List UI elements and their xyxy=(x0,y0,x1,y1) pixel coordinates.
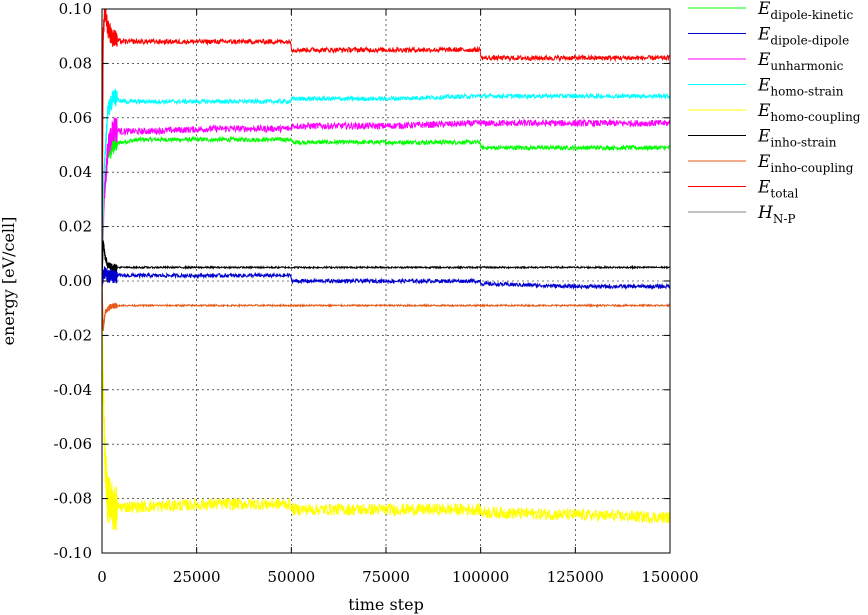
tick-marks xyxy=(101,8,671,554)
legend-label-main: E xyxy=(757,152,771,172)
legend-label-main: E xyxy=(757,0,771,19)
series-line-dipole-dipole xyxy=(101,270,671,291)
y-tick-label: 0.08 xyxy=(59,54,92,72)
x-axis-label: time step xyxy=(348,595,424,614)
x-tick-label: 150000 xyxy=(641,568,698,586)
series-transient-homo-strain xyxy=(101,88,118,278)
legend-label-main: E xyxy=(757,25,771,45)
legend-label-main: E xyxy=(757,178,771,198)
legend-entry: Eunharmonic xyxy=(688,50,844,73)
legend-label-sub: dipole-dipole xyxy=(770,34,849,48)
y-axis-label: energy [eV/cell] xyxy=(0,217,18,346)
series-transient-inho-coupling xyxy=(101,277,118,331)
legend-label: Edipole-dipole xyxy=(757,25,849,48)
series-line-dipole-kinetic xyxy=(101,135,671,280)
legend-label-main: E xyxy=(757,50,771,70)
legend-label-sub: inho-coupling xyxy=(770,161,853,175)
legend-entry: Etotal xyxy=(688,178,798,201)
x-tick-label: 100000 xyxy=(452,568,509,586)
legend-entry: Edipole-kinetic xyxy=(688,0,853,22)
legend-label-sub: unharmonic xyxy=(770,59,843,73)
legend-entry: HN-P xyxy=(688,203,795,226)
legend-label-sub: total xyxy=(770,187,798,201)
legend-label-sub: homo-strain xyxy=(770,85,843,99)
legend-entry: Edipole-dipole xyxy=(688,25,849,48)
legend-label: Ehomo-coupling xyxy=(757,101,861,124)
series-transient-dipole-dipole xyxy=(101,266,118,287)
x-tick-label: 50000 xyxy=(267,568,315,586)
legend-entry: Ehomo-strain xyxy=(688,76,844,99)
y-tick-label: 0.06 xyxy=(59,109,92,127)
y-tick-label: -0.06 xyxy=(54,435,92,453)
y-tick-label: -0.08 xyxy=(54,490,92,508)
y-tick-label: 0.04 xyxy=(59,163,92,181)
series-transient-unharmonic xyxy=(101,117,118,293)
legend-label-main: H xyxy=(757,203,774,223)
x-tick-label: 25000 xyxy=(173,568,221,586)
y-tick-label: 0.00 xyxy=(59,272,92,290)
legend-entry: Einho-strain xyxy=(688,127,837,150)
x-tick-labels: 0 25000 50000 75000 100000 125000 150000 xyxy=(97,568,698,586)
legend-label: Einho-coupling xyxy=(757,152,854,175)
series-line-homo-strain xyxy=(101,91,671,287)
series-line-inho-strain xyxy=(101,240,671,281)
legend-label: Ehomo-strain xyxy=(757,76,844,99)
series-transient-total xyxy=(101,8,118,284)
legend-label-sub: N-P xyxy=(773,212,796,226)
x-tick-label: 125000 xyxy=(547,568,604,586)
legend-label-main: E xyxy=(757,76,771,96)
legend-label-sub: dipole-kinetic xyxy=(770,8,853,22)
y-tick-label: 0.02 xyxy=(59,218,92,236)
legend-label: Einho-strain xyxy=(757,127,837,150)
legend-entry: Einho-coupling xyxy=(688,152,854,175)
series-line-homo-coupling xyxy=(101,267,671,525)
legend-label-sub: homo-coupling xyxy=(770,110,860,124)
legend-label-main: E xyxy=(757,127,771,147)
legend-label-main: E xyxy=(757,101,771,121)
legend-label: Edipole-kinetic xyxy=(757,0,853,22)
legend-label: HN-P xyxy=(757,203,795,226)
legend-entry: Ehomo-coupling xyxy=(688,101,861,124)
legend-label: Etotal xyxy=(757,178,798,201)
x-tick-label: 75000 xyxy=(362,568,410,586)
legend-label-sub: inho-strain xyxy=(770,136,836,150)
series-line-total xyxy=(101,8,671,279)
y-tick-label: -0.04 xyxy=(54,381,92,399)
y-tick-label: -0.02 xyxy=(54,326,92,344)
x-tick-label: 0 xyxy=(97,568,107,586)
series-lines xyxy=(101,8,671,531)
legend: Edipole-kineticEdipole-dipoleEunharmonic… xyxy=(688,0,861,226)
y-tick-label: -0.10 xyxy=(54,544,92,562)
series-transient-homo-coupling xyxy=(101,258,118,531)
series-line-inho-coupling xyxy=(101,280,671,330)
series-transient-inho-strain xyxy=(101,240,118,282)
series-line-unharmonic xyxy=(101,118,671,288)
y-tick-label: 0.10 xyxy=(59,0,92,18)
y-tick-labels: -0.10 -0.08 -0.06 -0.04 -0.02 0.00 0.02 0.04 0.0… xyxy=(54,0,92,562)
legend-label: Eunharmonic xyxy=(757,50,844,73)
